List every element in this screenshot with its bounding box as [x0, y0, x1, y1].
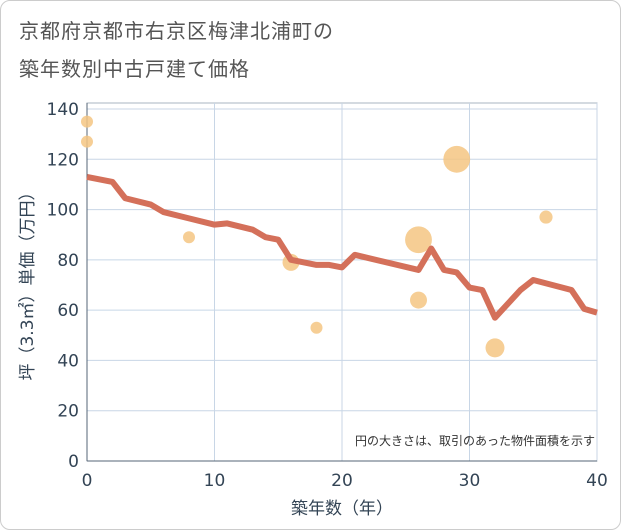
- x-axis-label: 築年数（年）: [291, 499, 393, 519]
- bubble-point: [310, 321, 323, 334]
- chart-annotation: 円の大きさは、取引のあった物件面積を示す: [355, 433, 595, 448]
- y-tick-label: 40: [57, 351, 79, 371]
- x-tick-label: 20: [331, 471, 353, 491]
- y-axis-label: 坪（3.3㎡）単価（万円）: [18, 183, 38, 380]
- bubble-point: [485, 338, 505, 358]
- bubble-point: [81, 135, 93, 148]
- y-tick-label: 140: [47, 100, 79, 120]
- x-tick-label: 0: [82, 471, 93, 491]
- y-tick-label: 0: [68, 452, 79, 472]
- x-tick-label: 30: [459, 471, 481, 491]
- x-tick-label: 10: [204, 471, 226, 491]
- bubble-point: [81, 115, 93, 128]
- y-tick-label: 20: [57, 402, 79, 422]
- bubble-point: [539, 210, 553, 224]
- bubble-point: [443, 145, 471, 173]
- average-price-line: [86, 173, 598, 321]
- bubble-point: [183, 231, 195, 244]
- chart-title-line2: 築年数別中古戸建て価格: [19, 57, 250, 81]
- y-tick-label: 80: [57, 251, 79, 271]
- y-tick-label: 60: [57, 301, 79, 321]
- x-tick-label: 40: [586, 471, 608, 491]
- y-tick-label: 120: [47, 150, 79, 170]
- y-tick-label: 100: [47, 201, 79, 221]
- chart-title-line1: 京都府京都市右京区梅津北浦町の: [19, 19, 334, 43]
- bubble-point: [410, 291, 427, 309]
- bubble-point: [405, 226, 432, 254]
